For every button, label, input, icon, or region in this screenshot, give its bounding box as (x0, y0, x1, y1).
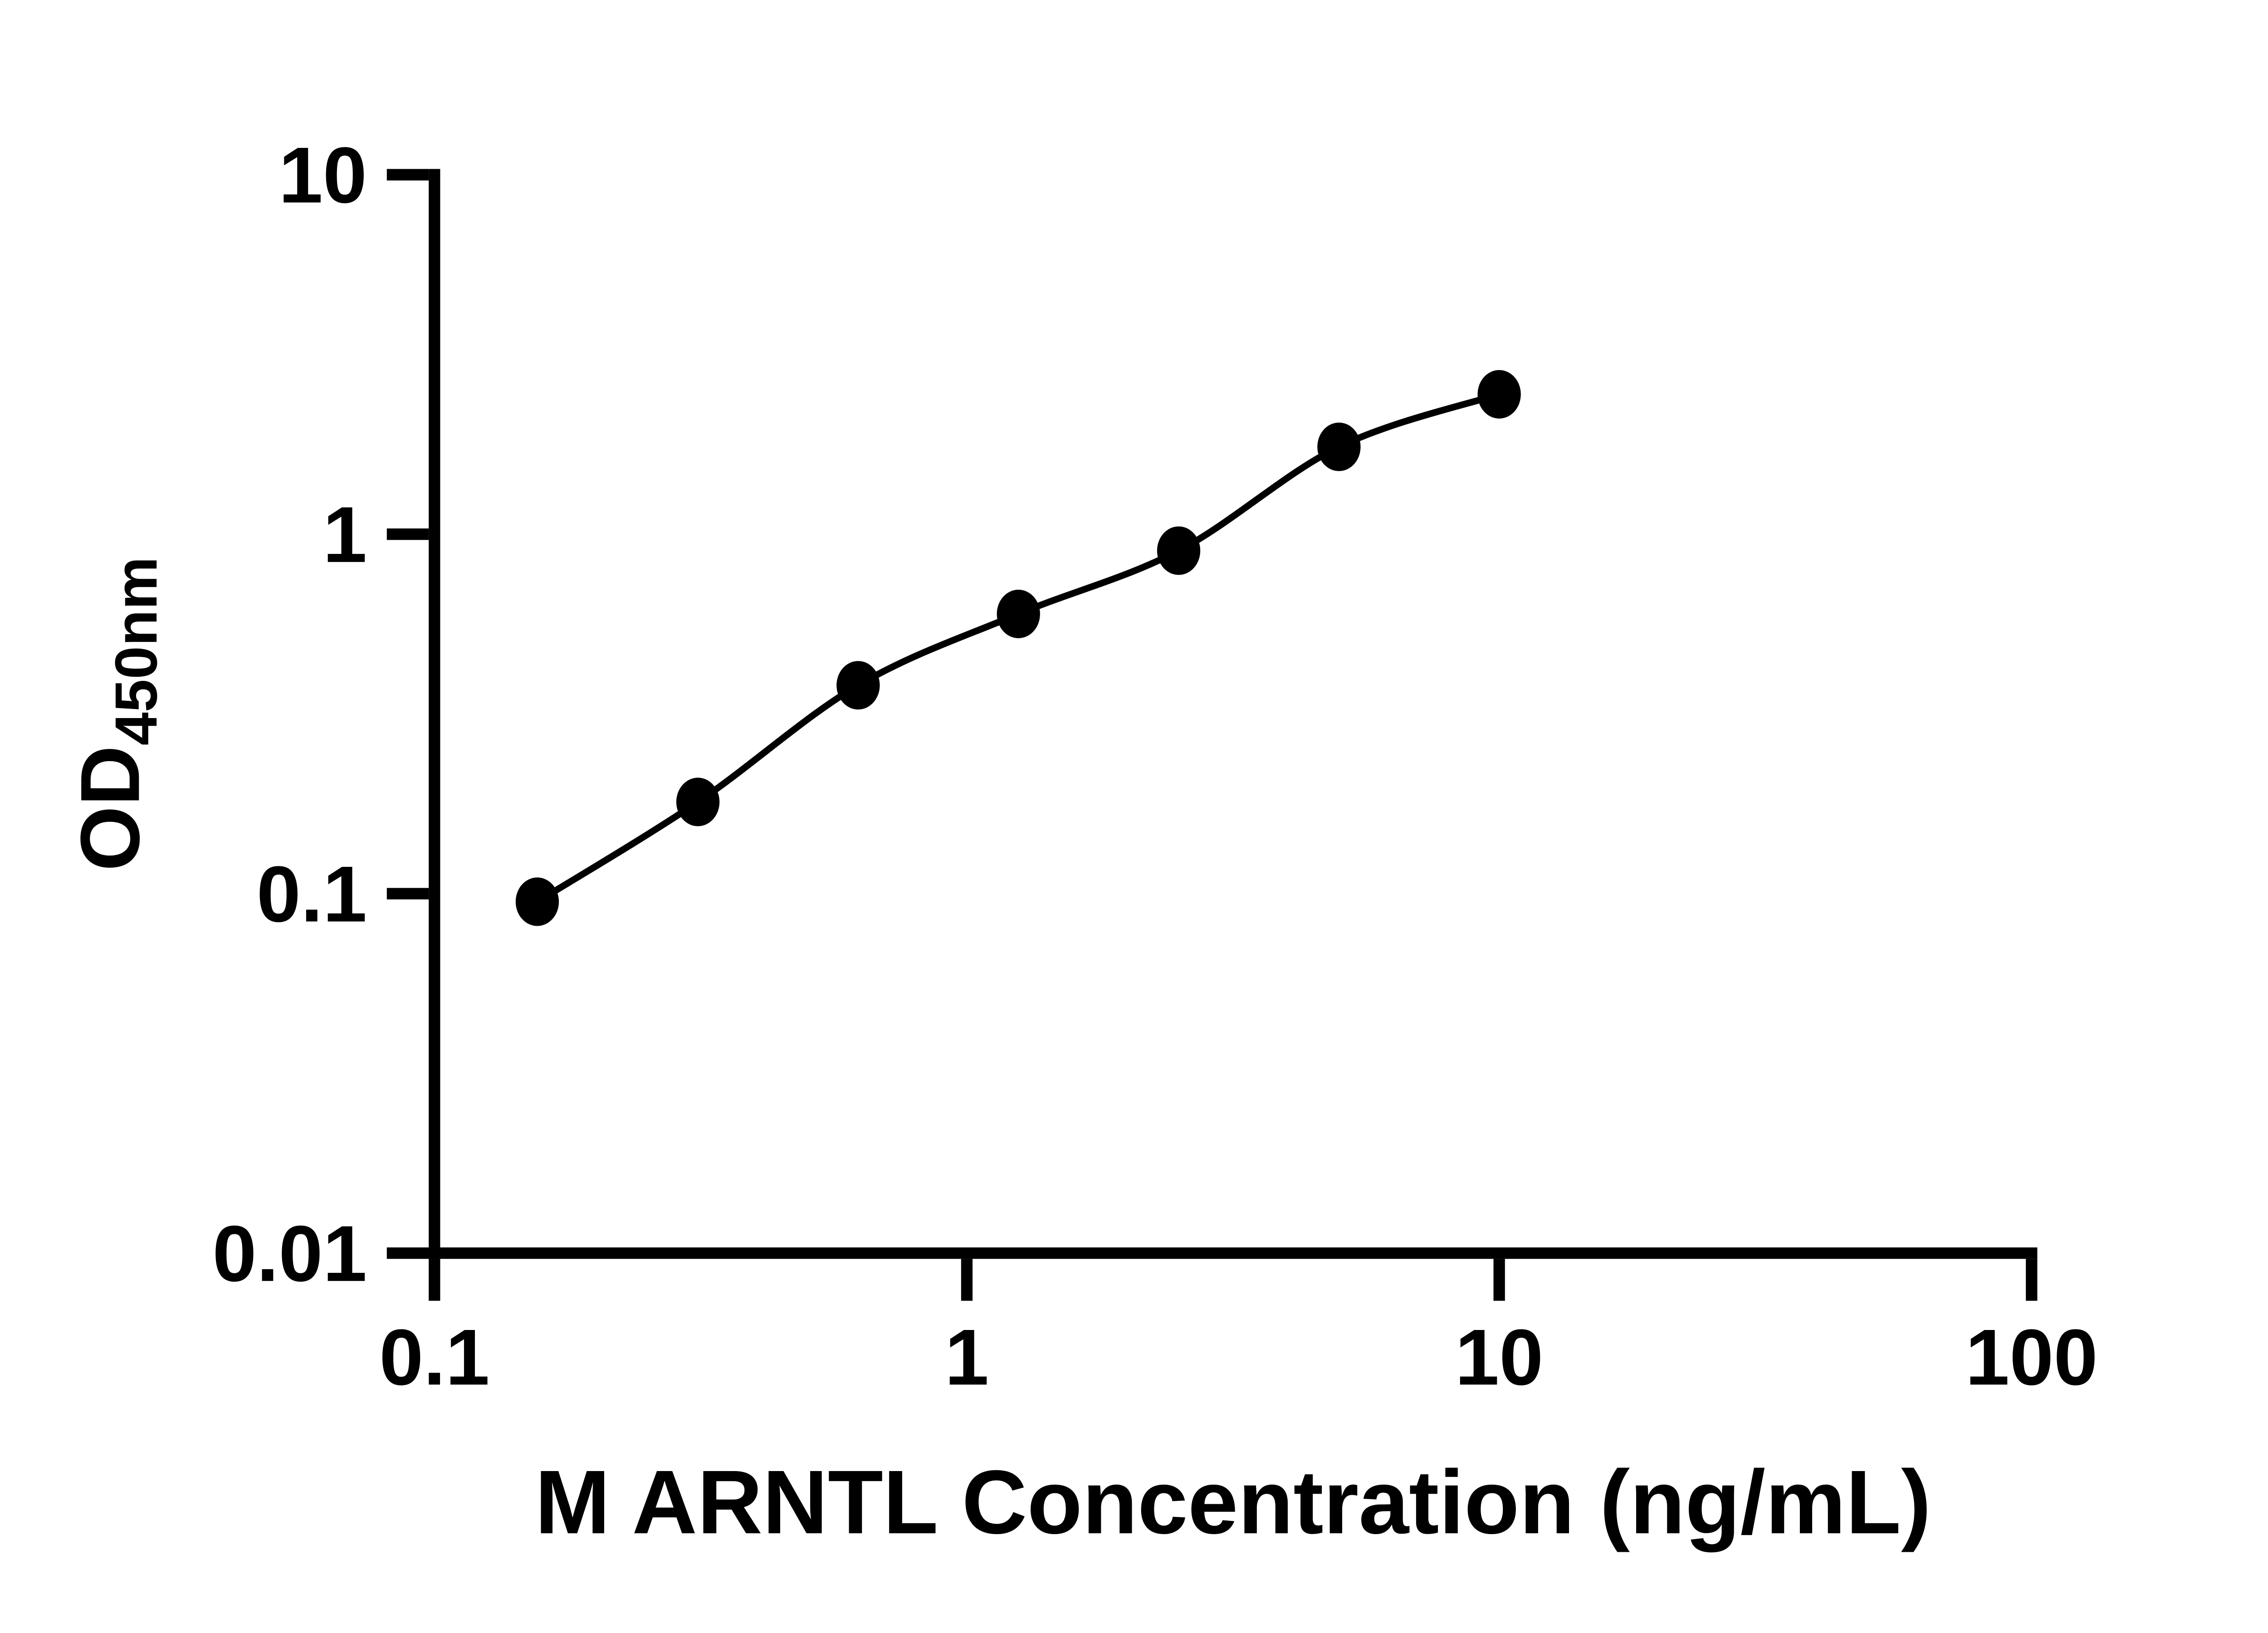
y-axis-title-main: OD (64, 745, 157, 871)
y-tick-label-0.01: 0.01 (212, 1210, 367, 1298)
fit-curve-series-0 (535, 391, 1501, 905)
data-point-5 (1317, 422, 1361, 471)
x-axis-title: M ARNTL Concentration (ng/mL) (535, 1452, 1931, 1553)
data-point-0 (515, 877, 559, 926)
data-point-2 (836, 661, 880, 710)
y-tick-label-10: 10 (279, 131, 367, 220)
y-axis-title-subscript: 450nm (103, 557, 169, 745)
x-tick-label-10: 10 (1455, 1313, 1544, 1402)
y-tick-label-0.1: 0.1 (257, 850, 367, 939)
data-point-6 (1477, 370, 1521, 419)
x-tick-label-100: 100 (1965, 1313, 2098, 1402)
y-axis-title: OD450nm (64, 557, 169, 871)
data-point-1 (676, 777, 720, 826)
data-point-4 (1157, 526, 1201, 575)
data-point-3 (997, 590, 1040, 638)
x-tick-label-1: 1 (945, 1313, 989, 1402)
x-tick-label-0.1: 0.1 (379, 1313, 489, 1402)
y-tick-label-1: 1 (323, 491, 367, 579)
